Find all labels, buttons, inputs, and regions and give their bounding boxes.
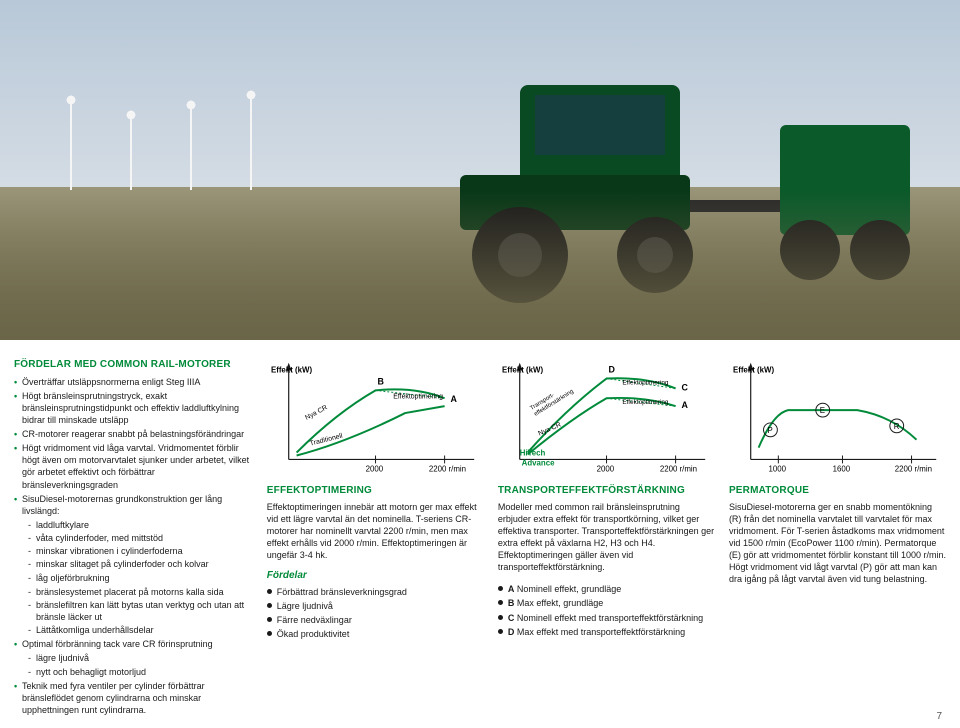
list-item: Lättåtkomliga underhållsdelar: [28, 624, 253, 636]
col1-title: FÖRDELAR MED COMMON RAIL-MOTORER: [14, 358, 253, 372]
svg-text:B: B: [377, 376, 383, 386]
list-item: Optimal förbränning tack vare CR förinsp…: [14, 638, 253, 677]
fordelar-list: Förbättrad bränsleverkningsgrad Lägre lj…: [267, 586, 484, 641]
svg-text:2000: 2000: [365, 464, 383, 473]
svg-text:2200 r/min: 2200 r/min: [429, 464, 466, 473]
list-item: Förbättrad bränsleverkningsgrad: [267, 586, 484, 598]
list-item: lägre ljudnivå: [28, 652, 253, 664]
svg-text:A: A: [450, 394, 457, 404]
hero-image: [0, 0, 960, 340]
svg-text:Effekt (kW): Effekt (kW): [502, 366, 544, 375]
list-item: Ökad produktivitet: [267, 628, 484, 640]
col4-title: PERMATORQUE: [729, 484, 946, 498]
svg-text:2000: 2000: [597, 464, 615, 473]
svg-text:A: A: [681, 400, 688, 410]
svg-text:2200 r/min: 2200 r/min: [895, 464, 932, 473]
list-item: bränslesystemet placerat på motorns kall…: [28, 586, 253, 598]
col1-list: Överträffar utsläppsnormerna enligt Steg…: [14, 376, 253, 717]
svg-text:Effektoptimering: Effektoptimering: [393, 393, 443, 400]
svg-text:1600: 1600: [833, 464, 851, 473]
svg-text:2200 r/min: 2200 r/min: [660, 464, 697, 473]
list-item: Färre nedväxlingar: [267, 614, 484, 626]
svg-text:C: C: [681, 382, 688, 392]
list-item: Lägre ljudnivå: [267, 600, 484, 612]
wind-turbine: [70, 100, 72, 190]
list-item: laddluftkylare: [28, 519, 253, 531]
col2-title: EFFEKTOPTIMERING: [267, 484, 484, 498]
svg-text:D: D: [608, 365, 615, 375]
list-item: våta cylinderfoder, med mittstöd: [28, 532, 253, 544]
col4-body: SisuDiesel-motorerna ger en snabb moment…: [729, 501, 946, 586]
list-item: nytt och behagligt motorljud: [28, 666, 253, 678]
list-item: A Nominell effekt, grundläge: [498, 583, 715, 595]
svg-text:HiTech: HiTech: [520, 448, 546, 457]
svg-text:Effekt (kW): Effekt (kW): [733, 366, 775, 375]
chart-permatorque: Effekt (kW) 1000 1600 2200 r/min P E R: [729, 358, 946, 478]
svg-text:Effektoptimering: Effektoptimering: [622, 399, 669, 406]
svg-text:P: P: [767, 426, 772, 435]
svg-text:R: R: [894, 422, 900, 431]
list-item: Högt bränsleinsprutningstryck, exakt brä…: [14, 390, 253, 426]
list-item: D Max effekt med transporteffektförstärk…: [498, 626, 715, 638]
col3-body: Modeller med common rail bränsleinsprutn…: [498, 501, 715, 574]
chart-transport: Effekt (kW) 2000 2200 r/min D C A Effekt…: [498, 358, 715, 478]
wind-turbine: [190, 105, 192, 190]
legend-list: A Nominell effekt, grundläge B Max effek…: [498, 583, 715, 638]
svg-text:Effektoptimering: Effektoptimering: [622, 379, 669, 386]
svg-text:Nya CR: Nya CR: [304, 404, 329, 422]
wind-turbine: [130, 115, 132, 190]
list-item: minskar vibrationen i cylinderfoderna: [28, 545, 253, 557]
fordelar-title: Fördelar: [267, 569, 484, 583]
svg-text:E: E: [820, 406, 825, 415]
list-item: B Max effekt, grundläge: [498, 597, 715, 609]
list-item: SisuDiesel-motorernas grundkonstruktion …: [14, 493, 253, 637]
svg-text:Effekt (kW): Effekt (kW): [271, 366, 313, 375]
svg-text:Advance: Advance: [522, 458, 555, 467]
col3-title: TRANSPORTEFFEKTFÖRSTÄRKNING: [498, 484, 715, 498]
list-item: bränslefiltren kan lätt bytas utan verkt…: [28, 599, 253, 623]
list-item: CR-motorer reagerar snabbt på belastning…: [14, 428, 253, 440]
list-item: låg oljeförbrukning: [28, 572, 253, 584]
page-number: 7: [936, 711, 942, 722]
list-item: Teknik med fyra ventiler per cylinder fö…: [14, 680, 253, 716]
list-item: minskar slitaget på cylinderfoder och ko…: [28, 558, 253, 570]
tractor-illustration: [460, 45, 920, 305]
wind-turbine: [250, 95, 252, 190]
list-item: Överträffar utsläppsnormerna enligt Steg…: [14, 376, 253, 388]
list-item: Högt vridmoment vid låga varvtal. Vridmo…: [14, 442, 253, 491]
list-item: C Nominell effekt med transporteffektför…: [498, 612, 715, 624]
svg-text:1000: 1000: [768, 464, 786, 473]
chart-effektoptimering: Effekt (kW) 2000 2200 r/min B A Effektop…: [267, 358, 484, 478]
col2-body: Effektoptimeringen innebär att motorn ge…: [267, 501, 484, 562]
